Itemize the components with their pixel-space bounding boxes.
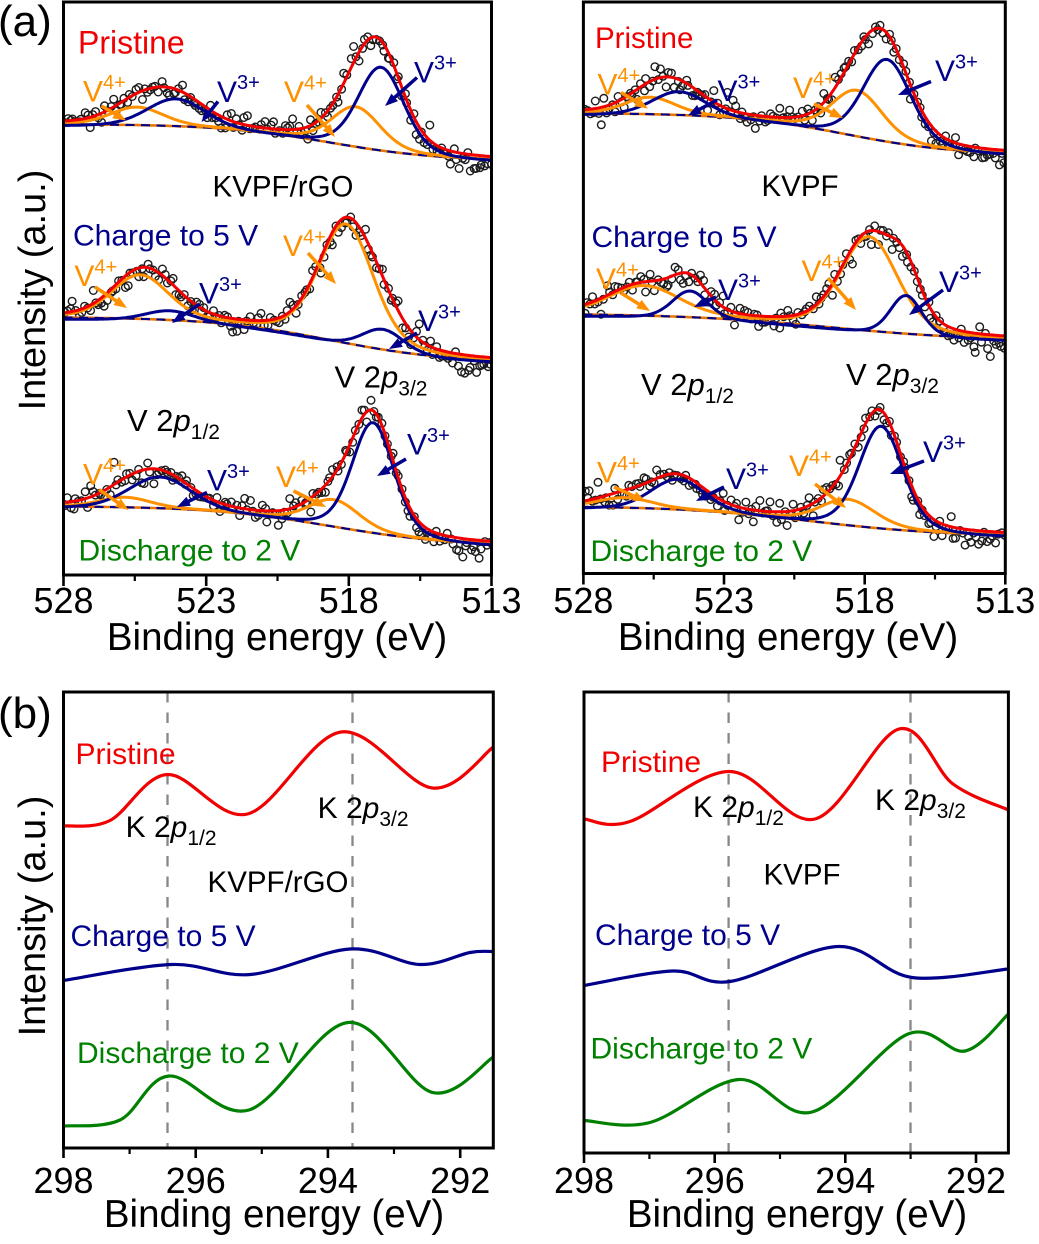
svg-text:Binding energy (eV): Binding energy (eV) xyxy=(618,616,958,659)
svg-text:K 2p3/2: K 2p3/2 xyxy=(318,792,409,831)
svg-text:(a): (a) xyxy=(0,0,52,46)
svg-text:296: 296 xyxy=(685,1160,745,1201)
svg-text:Charge to 5 V: Charge to 5 V xyxy=(595,919,780,952)
svg-text:Pristine: Pristine xyxy=(76,738,176,771)
svg-text:KVPF/rGO: KVPF/rGO xyxy=(213,171,354,204)
svg-text:Pristine: Pristine xyxy=(601,746,701,779)
svg-text:V4+: V4+ xyxy=(596,259,639,296)
svg-text:KVPF: KVPF xyxy=(761,170,838,203)
svg-text:Binding energy (eV): Binding energy (eV) xyxy=(627,1193,967,1236)
svg-text:V 2p3/2: V 2p3/2 xyxy=(846,357,939,398)
svg-text:294: 294 xyxy=(298,1160,358,1201)
svg-text:Binding energy (eV): Binding energy (eV) xyxy=(104,1193,444,1236)
svg-text:Binding energy (eV): Binding energy (eV) xyxy=(107,616,447,659)
svg-text:Charge to 5 V: Charge to 5 V xyxy=(71,920,256,953)
svg-text:296: 296 xyxy=(166,1160,226,1201)
svg-text:Intensity (a.u.): Intensity (a.u.) xyxy=(12,796,54,1037)
svg-text:KVPF: KVPF xyxy=(763,859,840,892)
svg-text:Discharge to 2 V: Discharge to 2 V xyxy=(591,535,813,568)
svg-text:518: 518 xyxy=(835,580,895,621)
svg-text:298: 298 xyxy=(554,1160,614,1201)
svg-text:V3+: V3+ xyxy=(923,432,966,469)
svg-text:Pristine: Pristine xyxy=(78,25,185,61)
svg-text:Pristine: Pristine xyxy=(595,22,693,55)
svg-text:292: 292 xyxy=(946,1160,1006,1201)
svg-text:292: 292 xyxy=(430,1160,490,1201)
svg-text:513: 513 xyxy=(461,580,521,621)
svg-text:528: 528 xyxy=(33,580,93,621)
svg-text:V3+: V3+ xyxy=(935,51,978,88)
svg-text:Charge to 5 V: Charge to 5 V xyxy=(73,220,258,253)
svg-text:523: 523 xyxy=(176,580,236,621)
svg-text:KVPF/rGO: KVPF/rGO xyxy=(208,866,349,899)
svg-text:Intensity (a.u.): Intensity (a.u.) xyxy=(12,170,54,411)
svg-text:513: 513 xyxy=(975,580,1035,621)
svg-text:V3+: V3+ xyxy=(199,274,242,311)
svg-text:V3+: V3+ xyxy=(217,72,260,109)
svg-text:Charge to 5 V: Charge to 5 V xyxy=(592,221,777,254)
svg-text:V 2p1/2: V 2p1/2 xyxy=(127,403,220,444)
svg-text:Discharge to 2 V: Discharge to 2 V xyxy=(77,1037,299,1070)
svg-text:Discharge to 2 V: Discharge to 2 V xyxy=(591,1033,813,1066)
svg-text:K 2p1/2: K 2p1/2 xyxy=(693,791,784,830)
svg-text:523: 523 xyxy=(694,580,754,621)
svg-text:294: 294 xyxy=(815,1160,875,1201)
svg-text:298: 298 xyxy=(33,1160,93,1201)
svg-text:(b): (b) xyxy=(0,689,52,738)
svg-text:V3+: V3+ xyxy=(939,262,982,299)
svg-text:Discharge to 2 V: Discharge to 2 V xyxy=(79,535,301,568)
svg-text:528: 528 xyxy=(553,580,613,621)
svg-text:518: 518 xyxy=(319,580,379,621)
